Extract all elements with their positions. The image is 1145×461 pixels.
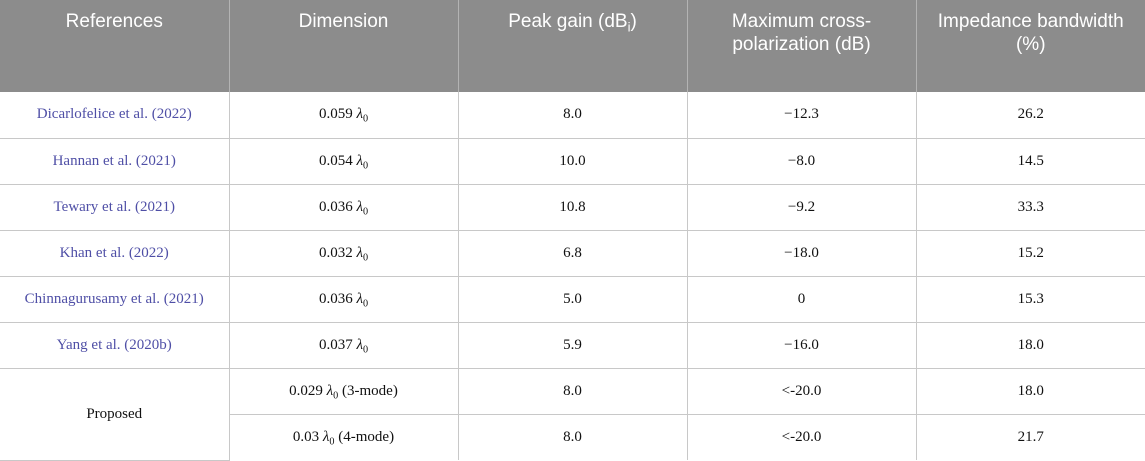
bandwidth-cell: 33.3 (916, 184, 1145, 231)
reference-link[interactable]: Chinnagurusamy et al. (2021) (24, 290, 204, 307)
cross-pol-cell: −8.0 (687, 138, 917, 185)
reference-cell: Tewary et al. (2021) (0, 184, 230, 231)
lambda-subscript: 0 (362, 160, 369, 172)
reference-link[interactable]: Dicarlofelice et al. (2022) (36, 106, 192, 123)
header-cross-polarization: Maximum cross-polarization (dB) (687, 0, 917, 92)
bandwidth-cell: 14.5 (916, 138, 1145, 185)
table-row: Khan et al. (2022) 0.032 λ0 6.8 −18.0 15.2 (0, 230, 1145, 277)
dimension-value: 0.059 (318, 106, 353, 123)
header-peak-gain: Peak gain (dBi) (458, 0, 688, 92)
cross-pol-cell: −12.3 (687, 92, 917, 139)
lambda-subscript: 0 (362, 252, 369, 264)
table-row-proposed: Proposed 0.029 λ0 (3-mode) 8.0 <-20.0 18.0 (0, 368, 1145, 461)
peak-gain-cell: 10.0 (458, 138, 688, 185)
lambda-symbol: λ (356, 198, 363, 215)
peak-gain-cell: 5.9 (458, 322, 688, 369)
peak-gain-suffix: ) (630, 11, 637, 32)
bandwidth-cell: 18.0 (916, 368, 1145, 415)
table-row: Chinnagurusamy et al. (2021) 0.036 λ0 5.0 0… (0, 276, 1145, 323)
dimension-value: 0.036 (318, 290, 353, 307)
dimension-cell: 0.037 λ0 (229, 322, 459, 369)
reference-cell: Yang et al. (2020b) (0, 322, 230, 369)
peak-gain-cell: 5.0 (458, 276, 688, 323)
reference-cell: Hannan et al. (2021) (0, 138, 230, 185)
table-row: Tewary et al. (2021) 0.036 λ0 10.8 −9.2 33.3 (0, 184, 1145, 231)
dimension-cell: 0.03 λ0 (4-mode) (229, 414, 459, 460)
peak-gain-prefix: Peak gain (dB (508, 11, 628, 32)
dimension-cell: 0.036 λ0 (229, 184, 459, 231)
table-row: Dicarlofelice et al. (2022) 0.059 λ0 8.0 −1… (0, 92, 1145, 139)
dimension-mode: (3-mode) (338, 382, 398, 399)
reference-link[interactable]: Hannan et al. (2021) (52, 152, 176, 169)
header-dimension: Dimension (229, 0, 459, 92)
lambda-symbol: λ (356, 106, 363, 123)
lambda-subscript: 0 (362, 298, 369, 310)
table-row-proposed: 0.03 λ0 (4-mode) 8.0 <-20.0 21.7 (0, 414, 1145, 460)
peak-gain-cell: 10.8 (458, 184, 688, 231)
dimension-value: 0.036 (318, 198, 353, 215)
reference-link[interactable]: Yang et al. (2020b) (56, 336, 172, 353)
lambda-subscript: 0 (362, 113, 369, 125)
peak-gain-cell: 6.8 (458, 230, 688, 277)
bandwidth-cell: 21.7 (1017, 428, 1044, 445)
peak-gain-cell: 8.0 (458, 368, 688, 415)
table-row: Yang et al. (2020b) 0.037 λ0 5.9 −16.0 18.0 (0, 322, 1145, 369)
header-bandwidth: Impedance bandwidth (%) (916, 0, 1145, 92)
reference-cell: Dicarlofelice et al. (2022) (0, 92, 230, 139)
lambda-symbol: λ (356, 336, 363, 353)
header-references: References (0, 0, 230, 92)
reference-link[interactable]: Tewary et al. (2021) (53, 198, 175, 215)
dimension-cell: 0.054 λ0 (229, 138, 459, 185)
dimension-value: 0.029 (289, 382, 323, 399)
dimension-value: 0.032 (318, 244, 353, 261)
bandwidth-cell: 26.2 (916, 92, 1145, 139)
lambda-symbol: λ (356, 244, 363, 261)
lambda-symbol: λ (326, 382, 334, 399)
header-row: References Dimension Peak gain (dBi) Max… (0, 0, 1145, 92)
lambda-symbol: λ (356, 290, 363, 307)
peak-gain-subscript: i (627, 19, 631, 35)
dimension-cell: 0.029 λ0 (3-mode) (229, 368, 459, 415)
cross-pol-cell: 0 (687, 276, 917, 323)
bandwidth-cell: 18.0 (916, 322, 1145, 369)
dimension-cell: 0.036 λ0 (229, 276, 459, 323)
table-body: Dicarlofelice et al. (2022) 0.059 λ0 8.0 −1… (0, 92, 1145, 461)
lambda-subscript: 0 (362, 344, 369, 356)
reference-link[interactable]: Khan et al. (2022) (59, 244, 169, 261)
cross-pol-cell: <-20.0 (687, 368, 917, 415)
reference-cell: Khan et al. (2022) (0, 230, 230, 277)
bandwidth-cell: 15.3 (916, 276, 1145, 323)
table-row: Hannan et al. (2021) 0.054 λ0 10.0 −8.0 14.5 (0, 138, 1145, 185)
cross-pol-cell: <-20.0 (687, 414, 917, 460)
dimension-value: 0.054 (318, 152, 353, 169)
lambda-subscript: 0 (362, 206, 369, 218)
lambda-subscript: 0 (329, 436, 335, 448)
cross-pol-cell: −18.0 (687, 230, 917, 277)
dimension-cell: 0.032 λ0 (229, 230, 459, 277)
table-header: References Dimension Peak gain (dBi) Max… (0, 0, 1145, 92)
lambda-symbol: λ (356, 152, 363, 169)
dimension-mode: (4-mode) (334, 428, 395, 445)
dimension-value: 0.03 (292, 428, 320, 445)
bandwidth-cell: 15.2 (916, 230, 1145, 277)
cross-pol-cell: −9.2 (687, 184, 917, 231)
lambda-subscript: 0 (333, 390, 339, 402)
dimension-value: 0.037 (318, 336, 353, 353)
peak-gain-cell: 8.0 (458, 414, 688, 460)
cross-pol-cell: −16.0 (687, 322, 917, 369)
reference-cell: Chinnagurusamy et al. (2021) (0, 276, 230, 323)
dimension-cell: 0.059 λ0 (229, 92, 459, 139)
proposed-reference-cell: Proposed (0, 368, 230, 461)
lambda-symbol: λ (322, 428, 330, 445)
peak-gain-cell: 8.0 (458, 92, 688, 139)
